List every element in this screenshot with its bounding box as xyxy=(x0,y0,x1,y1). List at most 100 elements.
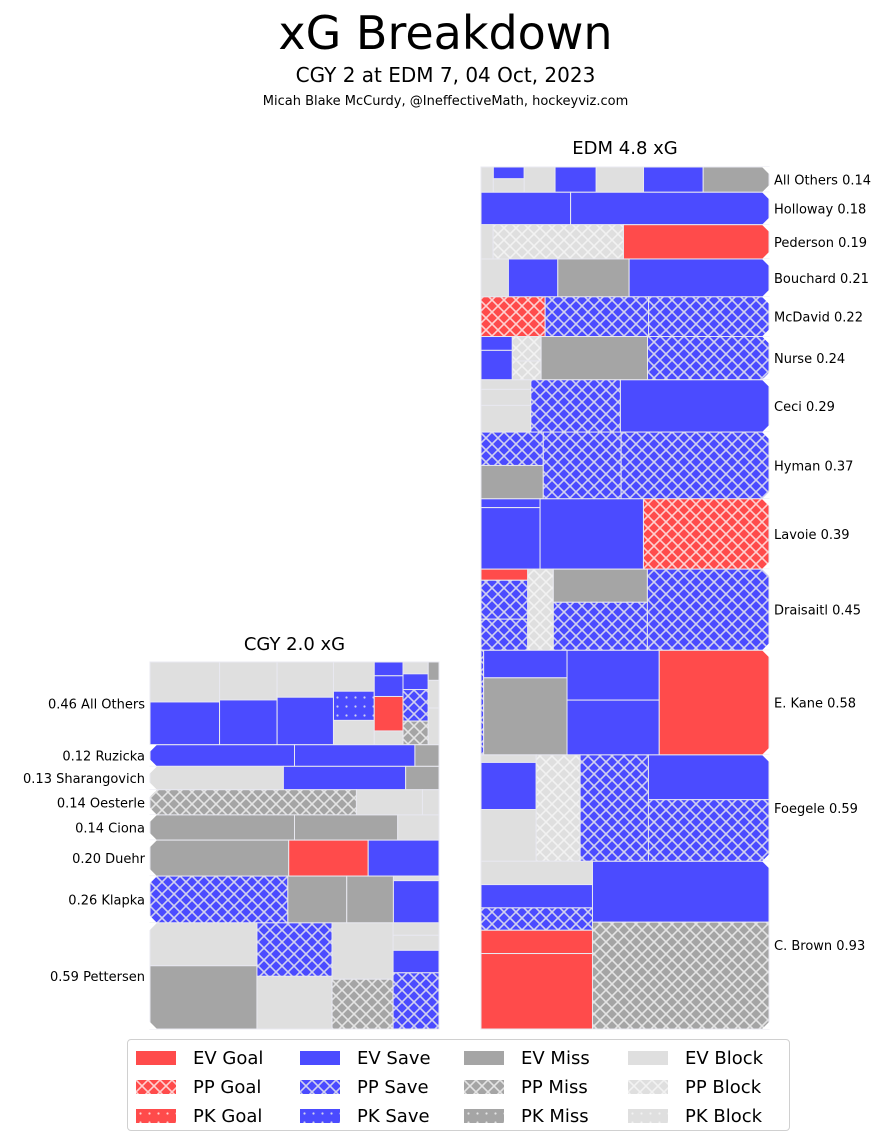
player-label: Foegele 0.59 xyxy=(774,802,858,817)
shot-cell-pp-save xyxy=(579,754,649,862)
shot-cell-ev-miss xyxy=(405,765,440,791)
shot-cell-ev-save xyxy=(480,336,513,351)
shot-cell-pp-save xyxy=(480,579,529,620)
shot-cell-ev-block xyxy=(332,719,375,746)
shot-cell-pp-save xyxy=(646,568,770,651)
player-row: 0.14 Oesterle xyxy=(57,789,440,816)
shot-cell-ev-goal xyxy=(480,953,593,1030)
shot-cell-ev-save xyxy=(480,884,593,909)
player-label: All Others 0.14 xyxy=(774,174,871,189)
player-row: Lavoie 0.39 xyxy=(480,498,850,570)
shot-cell-pp-save xyxy=(256,922,333,977)
team-panel-edm: EDM 4.8 xG All Others 0.14 Holloway 0.18 Pe… xyxy=(480,138,871,1030)
shot-cell-pp-save xyxy=(647,336,770,381)
shot-cell-ev-miss xyxy=(480,464,544,500)
legend-label: PP Block xyxy=(685,1076,762,1098)
shot-cell-pp-miss xyxy=(149,789,357,816)
player-row: C. Brown 0.93 xyxy=(480,860,865,1030)
legend-item: PK Miss xyxy=(464,1105,589,1127)
shot-cell-pp-save xyxy=(480,907,593,931)
shot-cell-pp-save xyxy=(620,431,770,500)
shot-cell-ev-block xyxy=(331,922,394,980)
row-notch xyxy=(762,432,770,499)
shot-cell-ev-save xyxy=(149,701,221,746)
shot-cell-ev-save xyxy=(539,498,644,570)
shot-cell-pp-save xyxy=(544,296,650,338)
shot-cell-ev-save xyxy=(282,765,407,791)
player-row: Foegele 0.59 xyxy=(480,754,858,862)
shot-cell-ev-save xyxy=(373,675,404,697)
shot-cell-pk-save xyxy=(332,690,375,721)
shot-cell-ev-block xyxy=(480,754,537,763)
shot-cell-ev-goal xyxy=(480,929,593,955)
player-label: Lavoie 0.39 xyxy=(774,528,850,543)
player-row: 0.14 Ciona xyxy=(75,814,440,841)
row-notch xyxy=(762,224,770,259)
row-notch xyxy=(762,258,770,297)
shot-cell-ev-save xyxy=(480,191,572,226)
legend-item: EV Block xyxy=(628,1047,763,1069)
row-notch xyxy=(762,296,770,337)
shot-cell-ev-block xyxy=(427,707,440,746)
player-label: 0.59 Pettersen xyxy=(50,970,145,985)
player-label: 0.46 All Others xyxy=(48,697,145,712)
shot-cell-ev-save xyxy=(647,754,770,801)
legend-label: PK Goal xyxy=(193,1105,263,1127)
chart-subtitle: CGY 2 at EDM 7, 04 Oct, 2023 xyxy=(295,63,596,87)
shot-cell-ev-save xyxy=(566,649,660,701)
shot-cell-ev-miss xyxy=(294,814,399,841)
legend-label: EV Miss xyxy=(521,1047,590,1069)
legend-label: PK Save xyxy=(357,1105,430,1127)
shot-cell-ev-block xyxy=(480,860,593,886)
shot-cell-pp-save xyxy=(530,379,621,433)
shot-cell-ev-save xyxy=(591,860,770,923)
shot-cell-ev-goal xyxy=(480,568,529,581)
shot-cell-pp-block xyxy=(511,336,542,362)
shot-cell-ev-block xyxy=(480,388,532,406)
team-panel-cgy: CGY 2.0 xG 0.46 All Others 0.12 Ruzicka 0.1… xyxy=(23,634,440,1030)
shot-cell-ev-block xyxy=(397,814,440,841)
shot-cell-pp-block xyxy=(535,754,581,862)
shot-cell-ev-block xyxy=(427,679,440,709)
shot-cell-ev-save xyxy=(643,166,704,193)
shot-cell-pp-block xyxy=(527,568,554,651)
player-row: 0.26 Klapka xyxy=(68,875,440,924)
shot-cell-ev-miss xyxy=(149,814,295,841)
row-notch xyxy=(149,840,157,877)
shot-cell-ev-save xyxy=(367,839,440,877)
shot-cell-ev-miss xyxy=(540,336,649,381)
shot-cell-ev-block xyxy=(523,166,556,193)
shot-cell-pp-miss xyxy=(331,978,394,1030)
shot-cell-ev-miss xyxy=(427,661,440,681)
player-row: Holloway 0.18 xyxy=(480,191,866,226)
team-title: EDM 4.8 xG xyxy=(572,138,677,159)
legend-item: PK Block xyxy=(628,1105,762,1127)
legend-swatch xyxy=(136,1080,176,1094)
shot-cell-ev-block xyxy=(373,730,404,746)
shot-cell-pp-save xyxy=(149,875,289,924)
shot-cell-ev-block xyxy=(480,258,509,298)
shot-cell-pp-save xyxy=(542,431,622,500)
legend-swatch xyxy=(300,1109,340,1123)
row-notch xyxy=(762,167,770,193)
shot-cell-pp-block xyxy=(511,360,542,381)
legend-swatch xyxy=(300,1080,340,1094)
legend-label: PP Save xyxy=(357,1076,429,1098)
shot-cell-ev-save xyxy=(507,258,559,298)
player-label: 0.14 Ciona xyxy=(75,822,145,837)
row-notch xyxy=(149,876,157,923)
legend-item: PP Save xyxy=(300,1076,429,1098)
shot-cell-ev-block xyxy=(480,224,494,260)
shot-cell-ev-miss xyxy=(414,744,440,767)
shot-cell-ev-goal xyxy=(658,649,770,756)
legend-item: PP Block xyxy=(628,1076,761,1098)
shot-cell-ev-save xyxy=(276,696,334,746)
shot-cell-pp-miss xyxy=(402,720,429,746)
shot-cell-ev-miss xyxy=(552,568,648,603)
player-label: Bouchard 0.21 xyxy=(774,272,869,287)
shot-cell-ev-block xyxy=(392,934,440,951)
shot-cell-pp-save xyxy=(648,296,770,338)
player-label: Holloway 0.18 xyxy=(774,202,866,217)
shot-cell-ev-block xyxy=(392,922,440,936)
player-row: E. Kane 0.58 xyxy=(480,649,856,756)
